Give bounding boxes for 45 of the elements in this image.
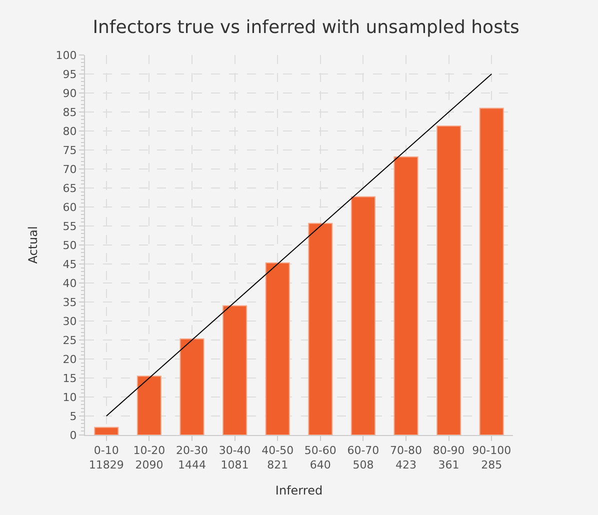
x-axis-title: Inferred [275,483,323,498]
y-tick-label: 55 [62,220,77,233]
y-tick-label: 10 [62,390,77,404]
y-tick-label: 65 [62,182,77,195]
x-tick-label: 80-90 361 [432,444,465,472]
bar [350,196,376,435]
y-tick-label: 50 [62,238,77,252]
y-tick-label: 60 [62,200,77,214]
y-tick-label: 100 [56,48,77,62]
y-tick-label: 15 [62,372,77,385]
bar [308,222,333,435]
y-tick-label: 80 [62,124,77,138]
bar [436,126,462,435]
y-axis-title: Actual [26,226,40,264]
y-tick-label: 30 [62,314,77,328]
x-tick-label: 60-70 508 [347,444,380,472]
y-tick-label: 70 [62,162,77,176]
line-series [106,74,492,416]
chart-title: Infectors true vs inferred with unsampled hosts [92,17,520,38]
x-tick-label: 30-40 1081 [218,444,251,472]
y-tick-label: 5 [70,410,77,423]
bar [479,108,504,435]
y-tick-label: 95 [62,68,77,81]
bar [94,426,119,435]
y-tick-label: 40 [62,276,77,290]
bar [394,156,418,435]
bar [222,305,248,435]
x-tick-label: 20-30 1444 [176,444,208,472]
y-tick-label: 85 [62,106,77,119]
y-tick-label: 0 [70,428,77,442]
bar [180,338,204,435]
x-tick-label: 10-20 2090 [133,444,166,472]
y-tick-label: 35 [62,296,77,309]
x-tick-label: 50-60 640 [304,444,336,472]
bar [265,262,290,435]
y-tick-label: 90 [62,86,77,100]
x-tick-label: 90-100 285 [472,444,512,472]
y-tick-label: 75 [62,144,77,157]
x-tick-label: 40-50 821 [262,444,294,472]
y-tick-label: 25 [62,334,77,347]
y-tick-label: 45 [62,258,77,271]
bar [136,376,162,435]
x-tick-label: 70-80 423 [390,444,422,472]
x-tick-label: 0-10 11829 [88,444,124,472]
y-tick-label: 20 [62,352,77,366]
